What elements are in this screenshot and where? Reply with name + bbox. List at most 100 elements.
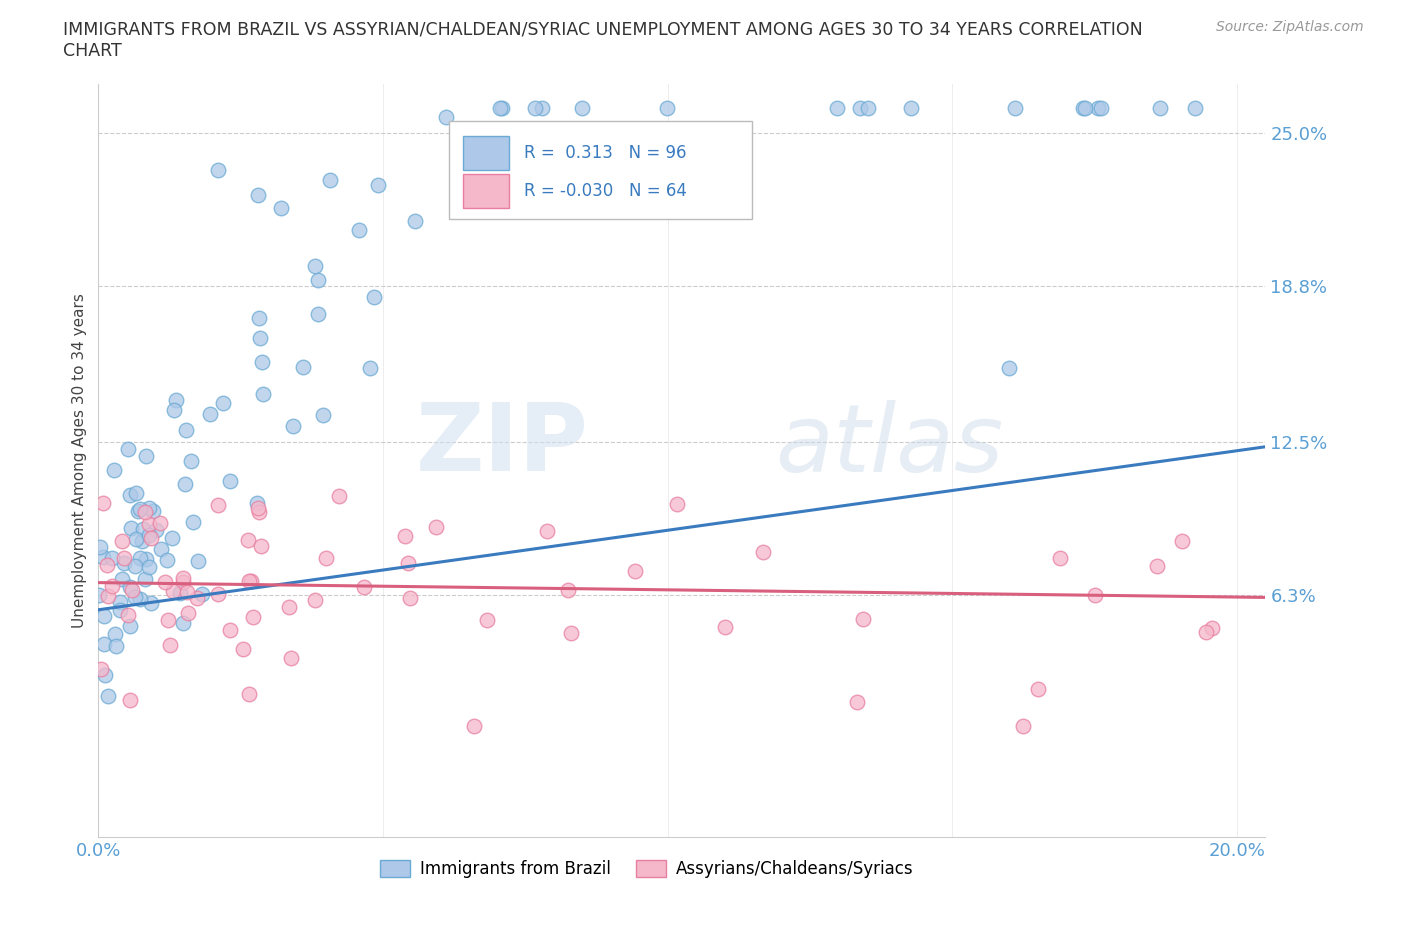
Point: [270, 200, 292, 215]
Point: [181, 514, 204, 529]
Point: [849, 101, 872, 116]
Point: [138, 500, 160, 515]
Point: [156, 552, 179, 567]
Point: [187, 553, 209, 568]
Point: [252, 355, 274, 370]
Point: [315, 551, 337, 566]
Point: [120, 579, 142, 594]
Point: [101, 551, 124, 565]
Point: [176, 585, 198, 600]
Point: [96, 558, 118, 573]
Point: [307, 273, 329, 288]
FancyBboxPatch shape: [463, 174, 509, 208]
Point: [491, 101, 513, 116]
Legend: Immigrants from Brazil, Assyrians/Chaldeans/Syriacs: Immigrants from Brazil, Assyrians/Chalde…: [374, 854, 921, 885]
Point: [247, 500, 270, 515]
Point: [560, 626, 582, 641]
Point: [1026, 682, 1049, 697]
Point: [132, 522, 155, 537]
Point: [307, 306, 329, 321]
Point: [97, 689, 120, 704]
Point: [1087, 101, 1109, 116]
Point: [1074, 101, 1097, 116]
Point: [246, 495, 269, 510]
Point: [94, 668, 117, 683]
Point: [125, 532, 148, 547]
Point: [292, 360, 315, 375]
Point: [120, 520, 142, 535]
Point: [160, 531, 183, 546]
Point: [108, 594, 131, 609]
Point: [155, 575, 177, 590]
Y-axis label: Unemployment Among Ages 30 to 34 years: Unemployment Among Ages 30 to 34 years: [72, 293, 87, 628]
Point: [218, 622, 240, 637]
Point: [624, 563, 647, 578]
Point: [124, 589, 146, 604]
Text: R = -0.030   N = 64: R = -0.030 N = 64: [524, 181, 688, 200]
Point: [118, 487, 141, 502]
Point: [1146, 558, 1168, 573]
Point: [110, 603, 132, 618]
Point: [89, 540, 111, 555]
Point: [135, 552, 157, 567]
Point: [101, 578, 124, 593]
Point: [304, 259, 326, 273]
Point: [177, 605, 200, 620]
Point: [186, 591, 208, 605]
Point: [211, 396, 233, 411]
Point: [249, 331, 271, 346]
Point: [396, 556, 419, 571]
Point: [191, 586, 214, 601]
Point: [169, 585, 191, 600]
Point: [127, 504, 149, 519]
Point: [488, 101, 510, 116]
Text: atlas: atlas: [775, 400, 1004, 491]
Point: [112, 551, 135, 565]
Point: [752, 544, 775, 559]
Point: [367, 178, 389, 193]
Point: [666, 497, 689, 512]
Point: [246, 188, 269, 203]
Point: [138, 528, 160, 543]
Point: [312, 407, 335, 422]
Point: [359, 361, 381, 376]
Point: [93, 636, 115, 651]
Point: [105, 638, 128, 653]
Point: [247, 505, 270, 520]
Point: [150, 541, 173, 556]
Text: CHART: CHART: [63, 42, 122, 60]
Point: [141, 595, 163, 610]
Point: [174, 422, 197, 437]
Point: [477, 612, 499, 627]
Point: [131, 534, 153, 549]
Point: [111, 533, 134, 548]
Point: [304, 592, 326, 607]
Point: [404, 214, 426, 229]
Point: [90, 662, 112, 677]
Point: [524, 101, 547, 116]
Point: [858, 101, 880, 116]
Point: [149, 516, 172, 531]
Point: [247, 311, 270, 325]
Point: [318, 173, 340, 188]
Point: [280, 650, 302, 665]
Point: [825, 101, 848, 116]
Point: [1071, 101, 1094, 116]
Point: [232, 642, 254, 657]
Point: [207, 498, 229, 512]
Point: [1004, 101, 1026, 116]
Point: [139, 530, 162, 545]
Point: [125, 485, 148, 500]
Point: [1049, 551, 1071, 565]
Point: [277, 599, 299, 614]
Point: [454, 122, 477, 137]
Point: [207, 587, 229, 602]
Point: [128, 551, 150, 565]
Point: [398, 591, 420, 605]
Point: [571, 101, 593, 116]
Point: [91, 550, 114, 565]
Point: [112, 555, 135, 570]
Point: [1084, 588, 1107, 603]
Point: [138, 560, 160, 575]
Point: [163, 402, 186, 417]
